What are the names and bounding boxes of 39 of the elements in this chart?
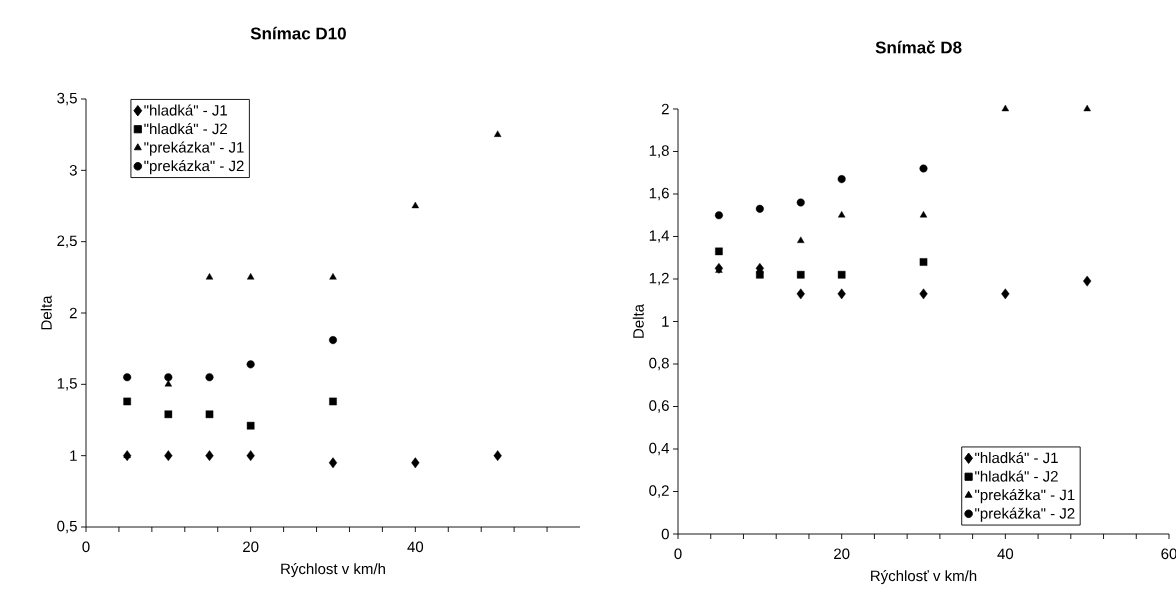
y-tick-label: 1,8 — [649, 145, 669, 158]
x-tick-label: 0 — [82, 541, 90, 553]
y-tick-label: 0,2 — [649, 485, 669, 498]
chart-title: Snímac D10 — [250, 26, 346, 40]
y-tick-label: 1,4 — [649, 230, 670, 243]
y-tick-label: 3,5 — [57, 92, 77, 106]
y-axis-title: Delta — [40, 295, 52, 330]
legend-label: "hladká" - J1 — [975, 451, 1058, 464]
y-tick-label: 0,6 — [649, 400, 669, 413]
y-tick-label: 1 — [70, 450, 77, 461]
x-tick-label: 0 — [674, 548, 682, 560]
x-axis-title: Rýchlost v km/h — [281, 562, 385, 578]
y-tick-label: 2,5 — [57, 235, 77, 248]
legend-label: "prekázka" - J2 — [144, 160, 244, 175]
chart-title: Snímač D8 — [875, 40, 962, 54]
y-tick-label: 1,5 — [57, 378, 77, 391]
x-tick-label: 40 — [407, 541, 424, 553]
x-axis-title: Rýchlosť v km/h — [871, 569, 977, 585]
y-tick-label: 0,5 — [57, 520, 77, 534]
x-tick-label: 40 — [997, 548, 1014, 560]
y-tick-label: 1 — [662, 316, 669, 327]
legend-label: "hladká" - J1 — [144, 104, 227, 116]
y-axis-title: Delta — [632, 303, 644, 338]
y-tick-label: 0 — [661, 528, 669, 540]
x-tick-label: 20 — [834, 548, 850, 560]
y-tick-label: 0,4 — [649, 442, 670, 456]
legend-label: "prekážka" - J2 — [975, 507, 1075, 522]
y-tick-label: 2 — [661, 103, 669, 115]
legend-label: "prekážka" - J1 — [975, 488, 1075, 504]
x-tick-label: 60 — [1161, 548, 1176, 560]
y-tick-label: 0,8 — [649, 357, 669, 371]
y-tick-label: 3 — [69, 165, 77, 176]
legend-label: "prekázka" - J1 — [144, 141, 244, 156]
legend-label: "hladká" - J2 — [144, 122, 227, 135]
y-tick-label: 1,6 — [649, 187, 669, 201]
y-tick-label: 2 — [69, 307, 77, 319]
x-tick-label: 20 — [243, 541, 259, 553]
legend-label: "hladká" - J2 — [975, 470, 1058, 482]
y-tick-label: 1,2 — [649, 272, 669, 286]
